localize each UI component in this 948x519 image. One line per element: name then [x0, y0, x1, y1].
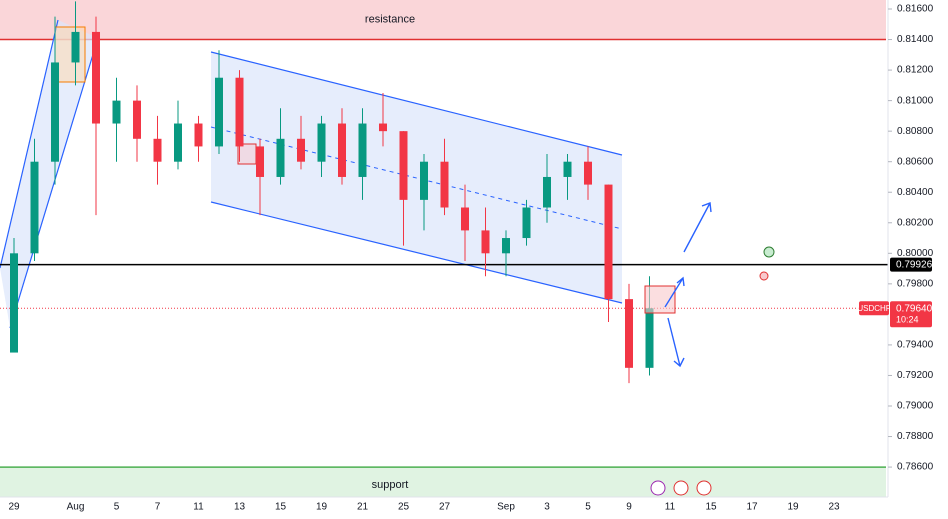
zone-label: support	[372, 479, 409, 491]
x-tick-label: 3	[544, 502, 550, 513]
y-tick-label: 0.81200	[897, 65, 934, 76]
candle-body	[522, 207, 531, 239]
candle-body	[194, 123, 203, 147]
candle-body	[481, 230, 490, 254]
candle-body	[276, 138, 285, 177]
axes: 0.78600 0.78800 0.79000 0.79200 0.79400 0.798…	[8, 4, 933, 513]
zone	[0, 0, 886, 40]
zone-label: resistance	[365, 14, 415, 26]
x-tick-label: 11	[665, 502, 676, 513]
event-icon[interactable]	[696, 480, 712, 496]
y-tick-label: 0.80800	[897, 126, 934, 137]
x-tick-label: 19	[316, 502, 328, 513]
y-tick-label: 0.80200	[897, 217, 934, 228]
last-price-box	[890, 301, 932, 328]
zone	[0, 467, 886, 497]
candle-body	[399, 131, 408, 200]
candle-body	[112, 100, 121, 124]
candle-body	[420, 161, 428, 200]
y-tick-label: 0.81400	[897, 34, 934, 45]
x-tick-label: 13	[234, 502, 246, 513]
candle-body	[625, 299, 633, 368]
candle-body	[543, 176, 551, 208]
x-tick-label: 7	[155, 502, 161, 513]
candle-body	[30, 161, 39, 254]
box	[237, 143, 257, 165]
channel-midline	[210, 126, 623, 230]
channel-line	[210, 201, 623, 304]
x-tick-label: 5	[114, 502, 120, 513]
x-tick-label: Sep	[497, 502, 515, 513]
candle-body	[563, 161, 572, 177]
y-tick-label: 0.79000	[897, 401, 934, 412]
channel-line	[0, 19, 59, 269]
plot	[0, 1, 888, 384]
countdown-label: 10:24	[896, 315, 919, 325]
arrow-down	[667, 317, 685, 368]
candle-body	[338, 123, 346, 177]
candle-body	[461, 207, 469, 231]
candle-body	[584, 161, 592, 185]
y-tick-label: 0.78600	[897, 462, 934, 473]
y-tick-label: 0.80400	[897, 187, 934, 198]
channel-line	[210, 51, 623, 156]
event-icon[interactable]	[673, 480, 689, 496]
candle-body	[92, 31, 100, 124]
y-tick-label: 0.79800	[897, 278, 934, 289]
rising-channel	[0, 20, 98, 328]
x-tick-label: 25	[398, 502, 410, 513]
symbol-box	[859, 301, 889, 316]
y-tick-label: 0.79200	[897, 370, 934, 381]
box	[644, 285, 676, 314]
level-label: 0.79926	[896, 260, 933, 271]
channel-line	[9, 37, 99, 329]
marker	[759, 271, 769, 281]
x-tick-label: Aug	[67, 502, 85, 513]
candle-body	[51, 62, 59, 162]
y-tick-label: 0.79400	[897, 340, 934, 351]
y-tick-label: 0.80600	[897, 156, 934, 167]
candle-body	[215, 77, 223, 147]
x-tick-label: 29	[8, 502, 20, 513]
y-tick-label: 0.78800	[897, 431, 934, 442]
x-tick-label: 27	[439, 502, 451, 513]
x-tick-label: 23	[828, 502, 840, 513]
candle-body	[10, 253, 18, 353]
candle-body	[502, 238, 510, 254]
y-tick-label: 0.81000	[897, 95, 934, 106]
candle-body	[440, 161, 449, 208]
x-tick-label: 19	[787, 502, 799, 513]
y-tick-label: 0.80000	[897, 248, 934, 259]
x-tick-label: 15	[705, 502, 717, 513]
x-tick-label: 5	[585, 502, 591, 513]
y-tick-label: 0.81600	[897, 4, 934, 15]
x-tick-label: 17	[746, 502, 758, 513]
candle-body	[604, 184, 613, 300]
candle-body	[153, 138, 162, 162]
x-tick-label: 9	[626, 502, 632, 513]
candle-body	[317, 123, 326, 162]
box	[54, 26, 86, 83]
candle-body	[379, 123, 387, 132]
x-tick-label: 15	[275, 502, 287, 513]
candle-body	[71, 31, 80, 63]
candle-body	[297, 138, 305, 162]
candle-body	[645, 308, 654, 368]
symbol-label: USDCHF	[857, 304, 890, 313]
candle-body	[235, 77, 244, 147]
candle-body	[133, 100, 141, 139]
arrow-up	[683, 202, 712, 253]
candle-body	[358, 123, 367, 177]
level-label-box	[890, 257, 932, 272]
candle-body	[256, 146, 264, 177]
marker	[763, 246, 775, 258]
last-price-label: 0.79640	[896, 303, 933, 314]
x-tick-label: 11	[193, 502, 204, 513]
arrow-up	[664, 276, 685, 308]
event-icon[interactable]	[650, 480, 666, 496]
x-tick-label: 21	[357, 502, 369, 513]
candle-body	[174, 123, 182, 162]
zones: resistance support	[0, 0, 886, 497]
